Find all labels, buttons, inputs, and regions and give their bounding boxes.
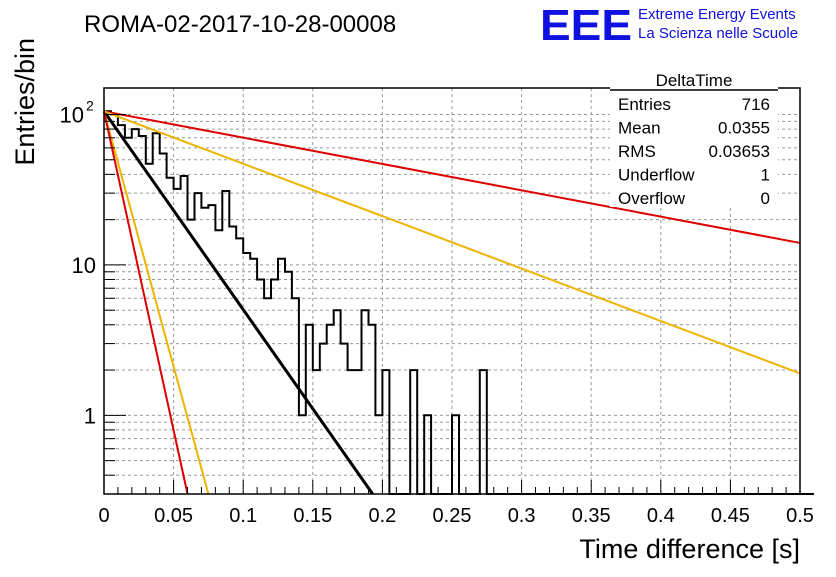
x-tick-label: 0.05 — [154, 505, 193, 527]
fit-line — [103, 111, 210, 495]
stats-box-title: DeltaTime — [656, 71, 733, 90]
axis-layer: 0 0.05 0.1 0.15 0.2 0.25 0.3 0.35 0.4 0.45 0.51101… — [60, 87, 814, 527]
x-tick-label: 0.15 — [293, 505, 332, 527]
stats-box: DeltaTime Entries 716 Mean 0.0355 RMS 0.03653… — [610, 71, 778, 208]
stats-row-value: 0.03653 — [709, 142, 770, 161]
y-tick-label: 10 — [72, 253, 96, 278]
stats-row-label: RMS — [618, 142, 656, 161]
stats-row-label: Overflow — [618, 189, 686, 208]
stats-row-label: Underflow — [618, 166, 695, 185]
y-tick-label: 10 — [60, 102, 84, 127]
x-tick-label: 0.4 — [647, 505, 675, 527]
y-tick-label-exponent: 2 — [86, 97, 94, 113]
logo-line-1: Extreme Energy Events — [638, 6, 796, 23]
stats-row-value: 1 — [761, 166, 770, 185]
logo-line-2: La Scienza nelle Scuole — [638, 25, 798, 42]
fit-line — [103, 110, 801, 375]
stats-row-value: 716 — [742, 95, 770, 114]
fit-lines-layer — [102, 110, 801, 495]
fit-line — [102, 110, 374, 495]
stats-row-value: 0 — [761, 189, 770, 208]
chart-title: ROMA-02-2017-10-28-00008 — [84, 11, 396, 38]
x-tick-label: 0.5 — [786, 505, 814, 527]
x-tick-label: 0.45 — [711, 505, 750, 527]
y-axis-label: Entries/bin — [10, 38, 40, 166]
stats-box-background — [610, 87, 778, 207]
fit-line — [103, 111, 189, 495]
stats-row-value: 0.0355 — [718, 119, 770, 138]
x-tick-label: 0.2 — [368, 505, 396, 527]
stats-row-label: Entries — [618, 95, 671, 114]
x-tick-label: 0.3 — [508, 505, 536, 527]
x-tick-label: 0.25 — [433, 505, 472, 527]
stats-rows: Entries 716 Mean 0.0355 RMS 0.03653 Underflow 1… — [618, 95, 770, 208]
y-tick-label: 1 — [84, 403, 96, 428]
eee-logo: EEE — [540, 1, 632, 50]
fit-line — [103, 110, 801, 244]
x-axis-label: Time difference [s] — [579, 534, 800, 564]
stats-row-label: Mean — [618, 119, 661, 138]
x-tick-label: 0.1 — [229, 505, 257, 527]
x-tick-label: 0 — [98, 505, 109, 527]
x-tick-label: 0.35 — [572, 505, 611, 527]
